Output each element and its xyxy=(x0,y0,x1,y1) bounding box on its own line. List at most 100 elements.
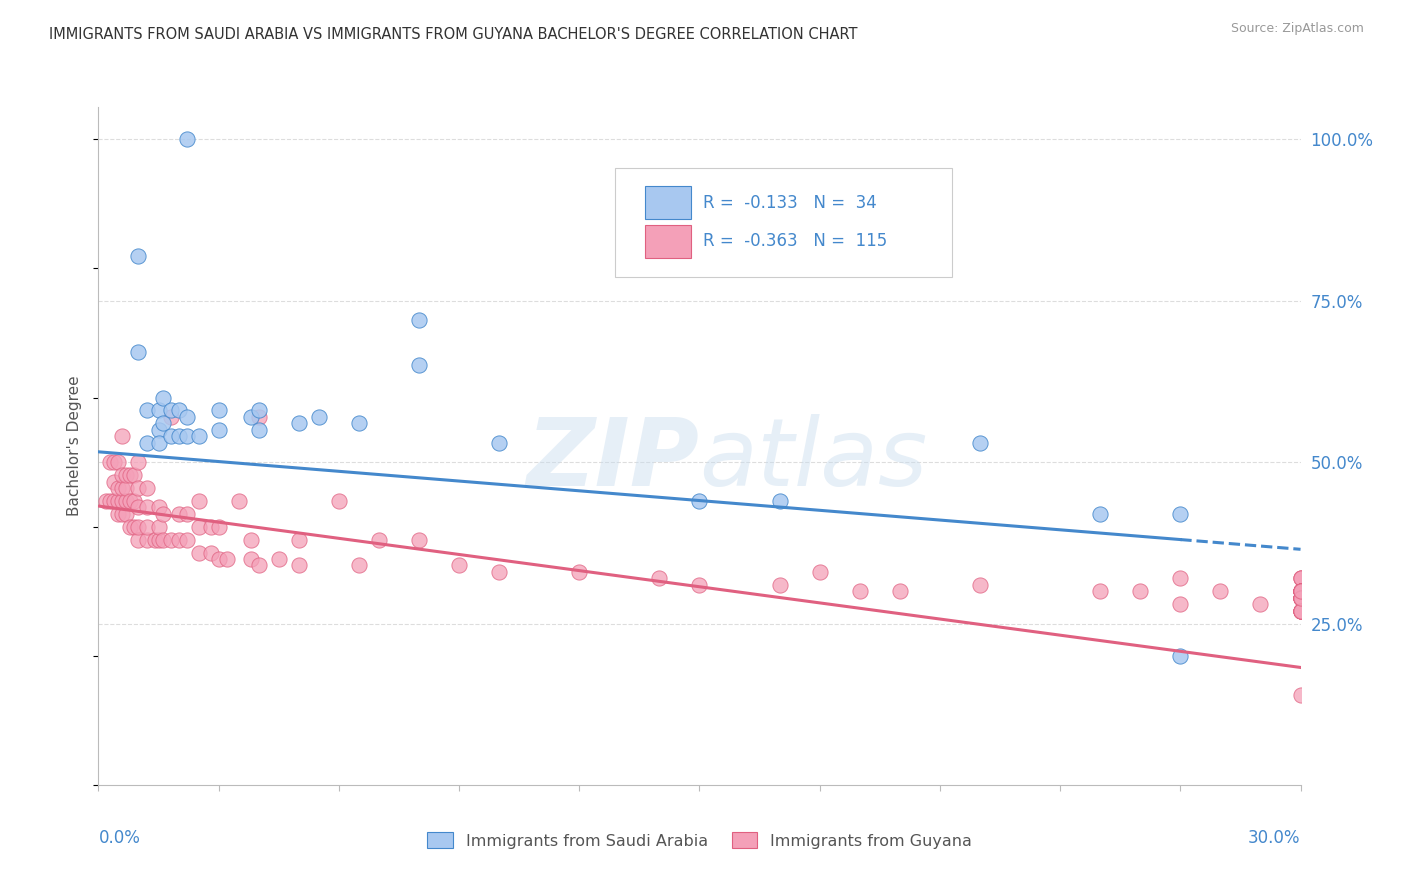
Point xyxy=(1289,604,1312,618)
Point xyxy=(200,519,222,533)
Point xyxy=(1289,591,1312,605)
Point xyxy=(288,558,311,573)
Point xyxy=(247,558,270,573)
Point xyxy=(124,468,146,483)
Point xyxy=(128,481,150,495)
Point xyxy=(103,455,125,469)
Point xyxy=(111,429,134,443)
Point xyxy=(208,423,231,437)
Point xyxy=(1289,591,1312,605)
Point xyxy=(288,533,311,547)
Point xyxy=(96,494,118,508)
Point xyxy=(167,429,190,443)
Point xyxy=(143,533,166,547)
Point xyxy=(148,533,170,547)
Point xyxy=(689,578,711,592)
Point xyxy=(111,468,134,483)
Text: 30.0%: 30.0% xyxy=(1249,829,1301,847)
Point xyxy=(1289,604,1312,618)
Point xyxy=(124,494,146,508)
Point xyxy=(1289,688,1312,702)
Point xyxy=(648,571,671,585)
Point xyxy=(120,519,142,533)
Point xyxy=(247,423,270,437)
Point xyxy=(176,429,198,443)
Point xyxy=(111,494,134,508)
Point xyxy=(152,533,174,547)
Point xyxy=(769,578,792,592)
Point xyxy=(128,345,150,359)
Point xyxy=(187,429,209,443)
Point xyxy=(969,578,991,592)
Point xyxy=(1289,584,1312,599)
Point xyxy=(1289,591,1312,605)
Point xyxy=(148,519,170,533)
Point xyxy=(1289,591,1312,605)
Point xyxy=(247,403,270,417)
Point xyxy=(1289,584,1312,599)
Point xyxy=(1289,591,1312,605)
Point xyxy=(769,494,792,508)
Point xyxy=(215,552,238,566)
Point xyxy=(1289,584,1312,599)
Text: R =  -0.133   N =  34: R = -0.133 N = 34 xyxy=(703,194,877,211)
FancyBboxPatch shape xyxy=(616,168,952,277)
Point xyxy=(488,435,510,450)
Point xyxy=(1088,507,1111,521)
Point xyxy=(148,435,170,450)
Point xyxy=(103,494,125,508)
Point xyxy=(368,533,391,547)
Point xyxy=(135,435,157,450)
Text: 0.0%: 0.0% xyxy=(98,829,141,847)
Point xyxy=(239,552,262,566)
Point xyxy=(167,507,190,521)
Point xyxy=(120,468,142,483)
Point xyxy=(1289,604,1312,618)
Point xyxy=(107,481,129,495)
Point xyxy=(267,552,290,566)
Point xyxy=(208,403,231,417)
Point xyxy=(159,403,181,417)
Point xyxy=(128,519,150,533)
Point xyxy=(159,429,181,443)
Point xyxy=(111,481,134,495)
Point xyxy=(228,494,250,508)
Point xyxy=(128,248,150,262)
Point xyxy=(1289,591,1312,605)
Point xyxy=(187,494,209,508)
Point xyxy=(288,417,311,431)
Point xyxy=(167,403,190,417)
Point xyxy=(107,494,129,508)
Point xyxy=(200,545,222,559)
Point xyxy=(1129,584,1152,599)
Point xyxy=(1289,604,1312,618)
Point xyxy=(808,565,831,579)
Point xyxy=(447,558,470,573)
Point xyxy=(176,533,198,547)
Point xyxy=(568,565,591,579)
Point xyxy=(128,500,150,515)
Point xyxy=(187,545,209,559)
Point xyxy=(128,533,150,547)
Point xyxy=(1289,591,1312,605)
Text: atlas: atlas xyxy=(700,414,928,505)
Point xyxy=(849,584,872,599)
Point xyxy=(1170,507,1192,521)
Y-axis label: Bachelor's Degree: Bachelor's Degree xyxy=(67,376,83,516)
Point xyxy=(152,417,174,431)
Point xyxy=(107,507,129,521)
Point xyxy=(328,494,350,508)
Point xyxy=(124,519,146,533)
Point xyxy=(208,519,231,533)
Point xyxy=(408,359,430,373)
Point xyxy=(239,533,262,547)
Point xyxy=(135,481,157,495)
Point xyxy=(1289,584,1312,599)
Point xyxy=(1289,591,1312,605)
Point xyxy=(1170,648,1192,663)
Point xyxy=(1289,584,1312,599)
Point xyxy=(115,494,138,508)
Point xyxy=(120,494,142,508)
Text: R =  -0.363   N =  115: R = -0.363 N = 115 xyxy=(703,232,887,251)
Point xyxy=(167,533,190,547)
